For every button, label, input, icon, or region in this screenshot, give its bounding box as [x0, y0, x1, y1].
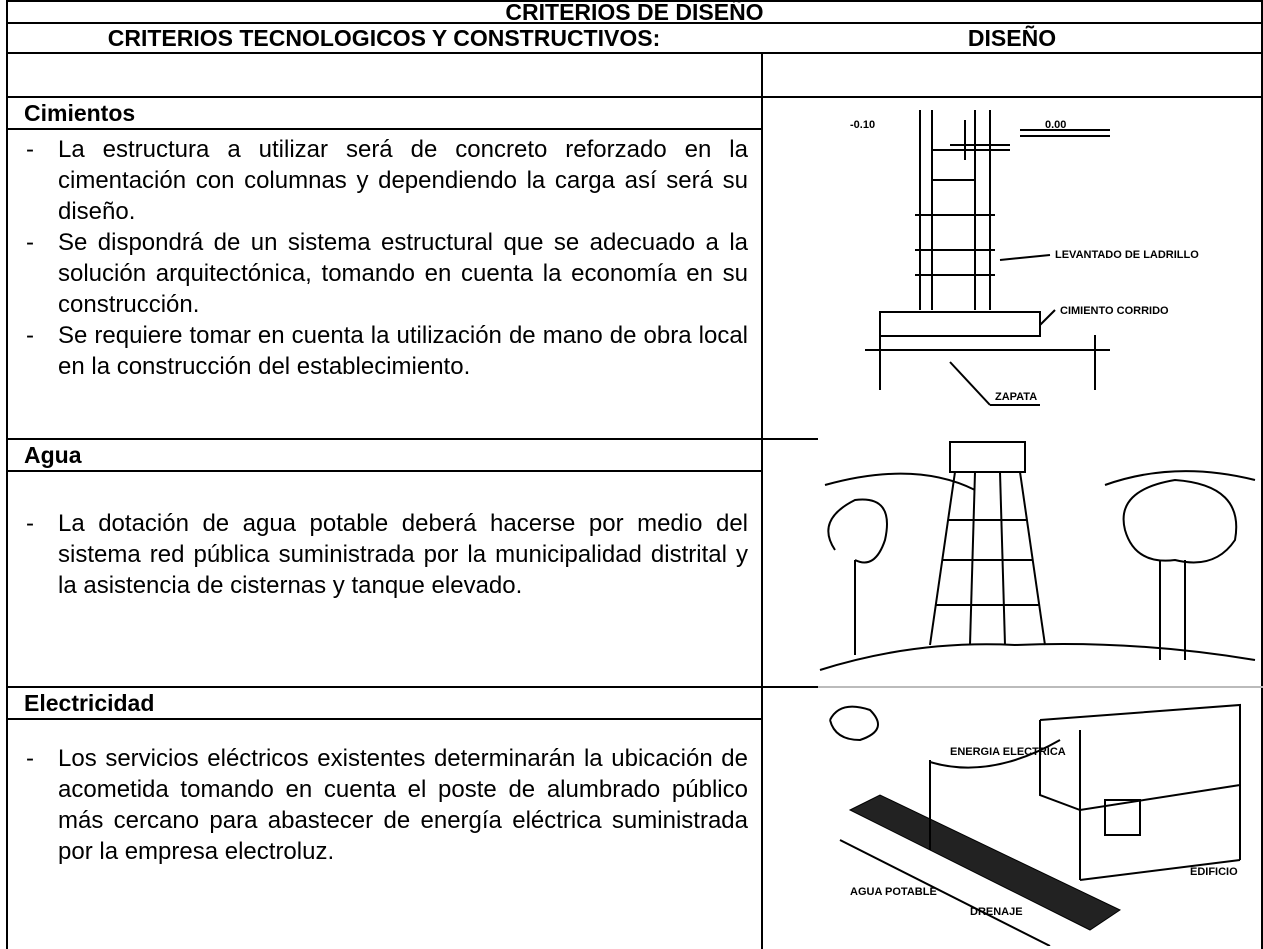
- divider: [818, 686, 1263, 688]
- drawing-label: ENERGIA ELECTRICA: [950, 746, 1066, 758]
- drawing-label: AGUA POTABLE: [850, 886, 937, 898]
- list-item: Se dispondrá de un sistema estructural q…: [14, 227, 748, 320]
- item-list: La estructura a utilizar será de concret…: [14, 134, 748, 382]
- border: [6, 686, 1263, 688]
- border: [6, 128, 762, 130]
- border: [6, 0, 8, 949]
- foundation-drawing: 0.00 -0.10 LEVANTADO DE LADRILLO CIMIENT…: [850, 110, 1199, 406]
- item-list: La dotación de agua potable deberá hacer…: [14, 508, 748, 601]
- list-item: Se requiere tomar en cuenta la utilizaci…: [14, 320, 748, 382]
- electricity-drawing: ENERGIA ELECTRICA EDIFICIO AGUA POTABLE …: [829, 703, 1241, 946]
- water-tower-drawing: [819, 441, 1256, 671]
- border: [6, 22, 1263, 24]
- list-item: La estructura a utilizar será de concret…: [14, 134, 748, 227]
- column-header: DISEÑO: [967, 24, 1057, 51]
- border: [1261, 0, 1263, 949]
- list-item: Los servicios eléctricos existentes dete…: [14, 743, 748, 867]
- border: [6, 0, 1263, 2]
- section-title: Electricidad: [24, 689, 155, 716]
- border: [6, 96, 1263, 98]
- drawing-label: -0.10: [850, 119, 875, 131]
- table-title: CRITERIOS DE DISEÑO: [505, 0, 764, 25]
- list-item: La dotación de agua potable deberá hacer…: [14, 508, 748, 601]
- drawing-label: DRENAJE: [970, 906, 1023, 918]
- border: [6, 470, 762, 472]
- drawing-label: CIMIENTO CORRIDO: [1060, 305, 1169, 317]
- border: [6, 718, 762, 720]
- drawing-label: ZAPATA: [995, 391, 1037, 403]
- section-title: Cimientos: [24, 99, 136, 126]
- section-title: Agua: [24, 441, 82, 468]
- border: [6, 438, 818, 440]
- drawing-label: EDIFICIO: [1190, 866, 1238, 878]
- item-list: Los servicios eléctricos existentes dete…: [14, 743, 748, 867]
- drawing-label: 0.00: [1045, 119, 1066, 131]
- column-header: CRITERIOS TECNOLOGICOS Y CONSTRUCTIVOS:: [107, 24, 661, 51]
- border: [6, 52, 1263, 54]
- drawing-label: LEVANTADO DE LADRILLO: [1055, 249, 1199, 261]
- border: [761, 52, 763, 949]
